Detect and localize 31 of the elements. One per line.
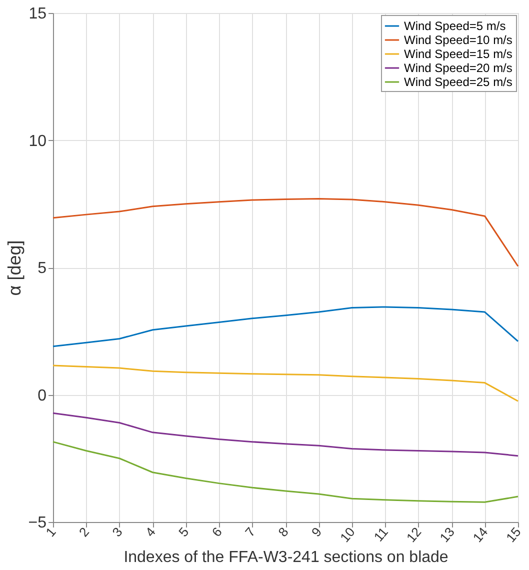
x-tick-label: 4 [142,524,159,540]
x-tick-label: 9 [308,524,325,540]
x-tick-label: 2 [76,524,92,540]
legend-label: Wind Speed=25 m/s [404,75,512,89]
legend-label: Wind Speed=5 m/s [404,19,506,33]
y-tick-label: 10 [28,132,47,150]
x-tick-label: 7 [242,524,258,540]
x-tick-label: 15 [503,524,524,546]
y-axis-title: α [deg] [4,240,24,296]
y-tick-label: 15 [28,6,47,22]
x-tick-label: 11 [370,524,392,544]
line-series [52,198,519,267]
x-tick-label: 8 [275,524,292,540]
legend-label: Wind Speed=20 m/s [404,61,512,75]
x-tick-label: 6 [208,524,225,540]
y-tick-label: 5 [38,260,47,277]
line-series [52,441,519,503]
x-axis-title: Indexes of the FFA-W3-241 sections on blade [124,549,448,566]
legend-label: Wind Speed=10 m/s [404,33,512,47]
x-tick-label: 13 [436,524,458,546]
x-tick-label: 12 [403,524,424,546]
x-tick-label: 14 [470,524,491,546]
line-series [52,306,519,348]
line-series [52,364,519,402]
x-tick-label: 5 [176,524,192,540]
y-tick-label: −5 [28,514,47,532]
x-tick-label: 10 [337,524,358,546]
x-tick-label: 3 [109,524,126,540]
line-series [52,412,519,457]
y-tick-label: 0 [38,387,47,404]
legend-label: Wind Speed=15 m/s [404,47,512,61]
